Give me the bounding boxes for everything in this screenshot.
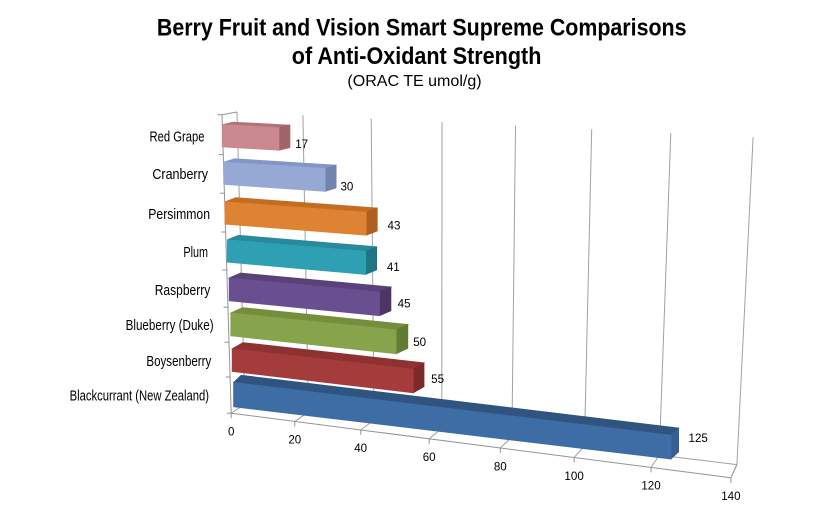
svg-text:43: 43 <box>388 219 401 232</box>
svg-text:Persimmon: Persimmon <box>148 207 210 223</box>
svg-text:55: 55 <box>431 373 444 386</box>
svg-text:17: 17 <box>295 138 308 151</box>
svg-text:Boysenberry: Boysenberry <box>146 354 211 370</box>
svg-text:Plum: Plum <box>183 245 208 261</box>
svg-text:Cranberry: Cranberry <box>152 167 208 183</box>
svg-text:20: 20 <box>288 434 301 447</box>
svg-text:80: 80 <box>494 460 507 473</box>
svg-text:Raspberry: Raspberry <box>155 283 211 299</box>
svg-text:of Anti-Oxidant Strength: of Anti-Oxidant Strength <box>292 43 542 70</box>
svg-text:40: 40 <box>354 442 367 455</box>
svg-text:100: 100 <box>564 470 583 483</box>
svg-text:140: 140 <box>721 490 740 503</box>
svg-text:0: 0 <box>228 426 234 439</box>
svg-text:120: 120 <box>641 480 660 493</box>
svg-text:Berry Fruit and Vision Smart S: Berry Fruit and Vision Smart Supreme Com… <box>157 14 687 41</box>
svg-text:Blueberry (Duke): Blueberry (Duke) <box>126 318 214 334</box>
svg-text:(ORAC TE umol/g): (ORAC TE umol/g) <box>347 73 481 90</box>
svg-text:41: 41 <box>387 261 400 274</box>
svg-text:30: 30 <box>340 180 353 193</box>
svg-text:125: 125 <box>689 432 708 445</box>
svg-text:Red Grape: Red Grape <box>150 130 205 146</box>
svg-text:50: 50 <box>413 336 426 349</box>
svg-text:45: 45 <box>398 297 411 310</box>
svg-text:60: 60 <box>423 451 436 464</box>
svg-text:Blackcurrant (New Zealand): Blackcurrant (New Zealand) <box>70 388 209 404</box>
